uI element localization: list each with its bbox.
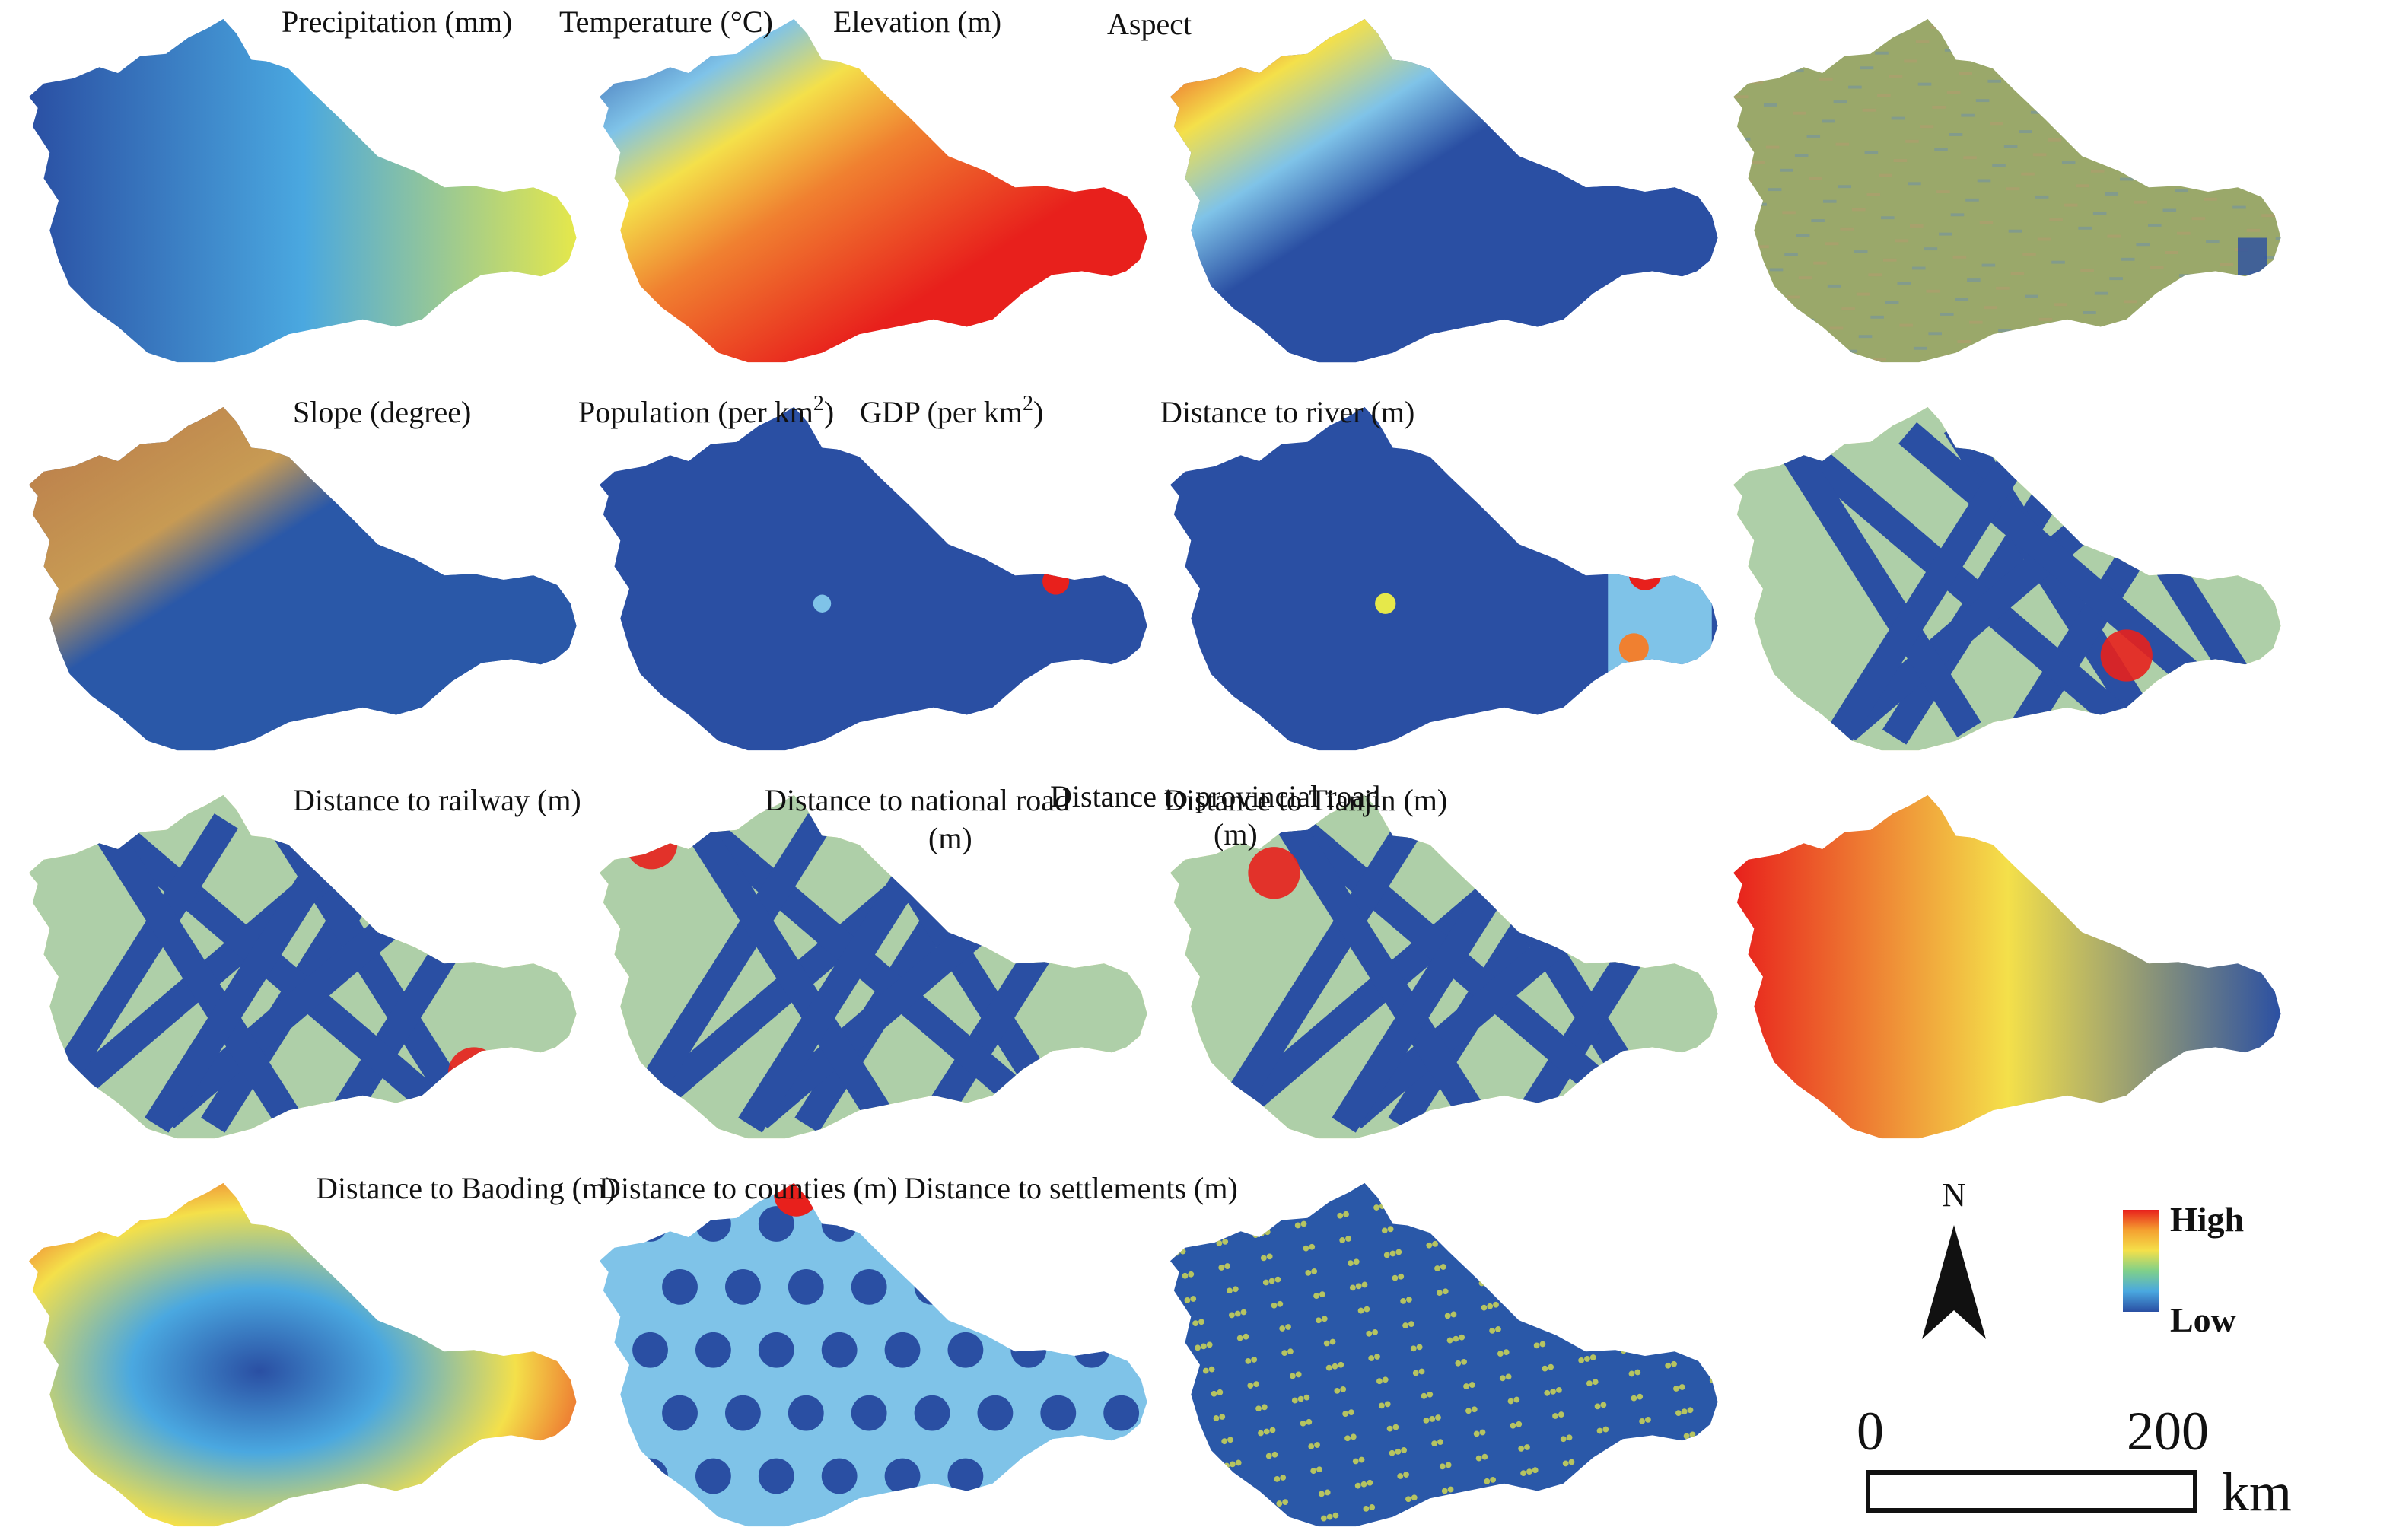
title-superscript: 2 xyxy=(1023,392,1033,415)
panel-title-dist-national-line2: (m) xyxy=(928,821,972,855)
panel-title-dist-railway: Distance to railway (m) xyxy=(293,783,581,817)
north-label: N xyxy=(1942,1176,1966,1214)
north-arrow-icon xyxy=(1922,1225,1986,1339)
scale-end-label: 200 xyxy=(2127,1401,2209,1462)
title-tail: ) xyxy=(824,395,834,429)
title-main: Population (per km xyxy=(578,395,813,429)
map-dist-settlements xyxy=(1170,1182,1718,1527)
map-dist-railway xyxy=(29,794,577,1139)
panel-title-dist-settlements: Distance to settlements (m) xyxy=(904,1171,1238,1205)
legend: N High Low xyxy=(1922,1176,2244,1339)
legend-low-label: Low xyxy=(2170,1300,2236,1339)
panel-titles: Precipitation (mm) Temperature (°C) Elevat… xyxy=(282,5,1447,1205)
panel-title-gdp: GDP (per km2) xyxy=(860,392,1043,429)
scale-bar: 0 200 km xyxy=(1857,1401,2292,1522)
panel-title-precipitation: Precipitation (mm) xyxy=(282,5,512,39)
panel-title-dist-river: Distance to river (m) xyxy=(1160,395,1414,429)
map-dist-national xyxy=(600,794,1147,1139)
map-gdp xyxy=(1170,406,1718,751)
title-superscript: 2 xyxy=(813,392,824,415)
panel-title-elevation: Elevation (m) xyxy=(833,5,1001,39)
title-tail: ) xyxy=(1033,395,1043,429)
panel-title-dist-baoding: Distance to Baoding (m) xyxy=(316,1171,616,1205)
map-dist-baoding xyxy=(29,1182,577,1527)
panel-title-slope: Slope (degree) xyxy=(293,395,471,429)
scale-bar-box xyxy=(1866,1470,2197,1513)
title-main: GDP (per km xyxy=(860,395,1023,429)
scale-start-label: 0 xyxy=(1857,1401,1884,1462)
panel-title-dist-provincial: Distance to provincial road xyxy=(1050,779,1380,813)
map-precipitation xyxy=(29,18,577,363)
map-aspect xyxy=(1733,18,2281,363)
map-dist-tianjin xyxy=(1733,794,2281,1139)
map-slope xyxy=(29,406,577,751)
map-dist-river xyxy=(1733,406,2281,751)
legend-high-label: High xyxy=(2170,1200,2244,1239)
panel-title-aspect: Aspect xyxy=(1107,7,1192,41)
scale-unit-label: km xyxy=(2222,1462,2292,1522)
panel-title-dist-provincial-line2: (m) xyxy=(1214,817,1258,851)
panel-title-population: Population (per km2) xyxy=(578,392,834,429)
map-temperature xyxy=(600,18,1147,363)
map-dist-counties xyxy=(600,1182,1147,1527)
map-population xyxy=(600,406,1147,751)
panel-title-dist-counties: Distance to counties (m) xyxy=(599,1171,897,1205)
panel-title-dist-national: Distance to national road xyxy=(765,783,1070,817)
legend-color-ramp xyxy=(2123,1210,2159,1312)
map-elevation xyxy=(1170,18,1718,363)
panel-title-dist-tianjin: Distance to Tianjin (m) xyxy=(1164,783,1447,817)
panel-title-temperature: Temperature (°C) xyxy=(559,5,773,39)
